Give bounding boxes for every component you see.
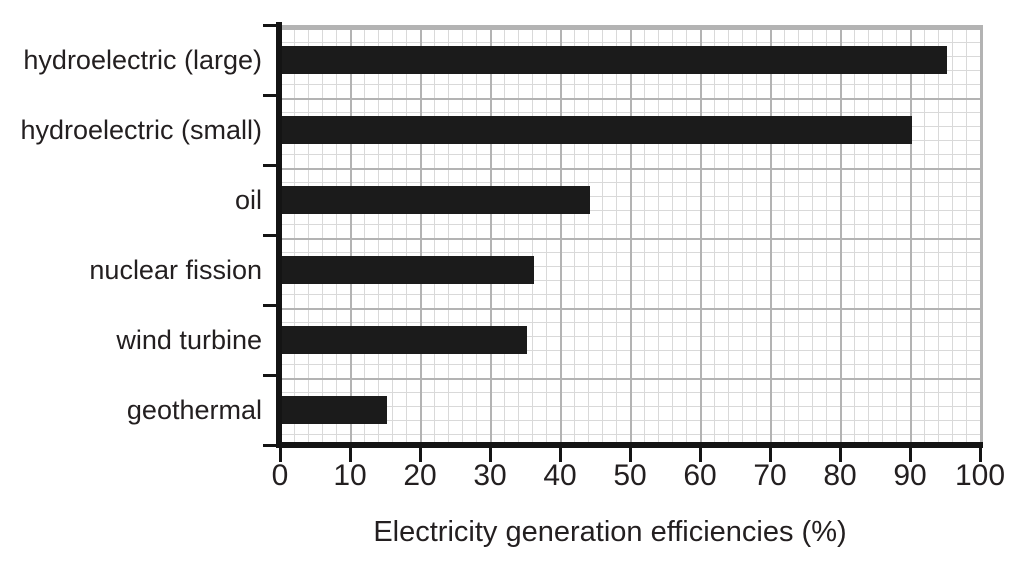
x-axis-tick [839,448,842,462]
x-tick-label: 30 [473,459,507,492]
category-label: nuclear fission [89,255,262,285]
x-axis-tick [629,448,632,462]
x-axis-tick [489,448,492,462]
category-label: hydroelectric (large) [23,45,262,75]
x-axis-title: Electricity generation efficiencies (%) [373,516,847,548]
x-axis-tick [699,448,702,462]
y-axis-tick [263,374,277,377]
x-tick-label: 90 [893,459,927,492]
x-axis-tick [279,448,282,462]
y-axis-tick [263,234,277,237]
y-axis-tick [263,94,277,97]
plot-area [280,25,983,448]
x-axis-tick [979,448,982,462]
x-axis-tick [349,448,352,462]
x-tick-label: 0 [271,459,289,492]
y-axis-tick [263,304,277,307]
x-tick-label: 50 [613,459,647,492]
category-label: wind turbine [116,325,262,355]
category-label: hydroelectric (small) [20,115,262,145]
x-axis-line [276,442,983,448]
x-tick-label: 10 [333,459,367,492]
x-axis-tick [419,448,422,462]
x-tick-label: 20 [403,459,437,492]
x-tick-label: 40 [543,459,577,492]
bar-hydroelectric-small [282,116,912,144]
x-tick-label: 100 [954,459,1006,492]
x-axis-tick [769,448,772,462]
bar-nuclear-fission [282,256,534,284]
x-tick-label: 80 [823,459,857,492]
x-axis-tick [559,448,562,462]
bar-wind-turbine [282,326,527,354]
category-label: geothermal [126,395,262,425]
y-axis-tick [263,24,277,27]
bar-hydroelectric-large [282,46,947,74]
x-tick-label: 70 [753,459,787,492]
y-axis-tick [263,444,277,447]
x-tick-label: 60 [683,459,717,492]
y-axis-tick [263,164,277,167]
bar-geothermal [282,396,387,424]
category-label: oil [234,185,262,215]
y-axis-line [276,22,282,448]
bar-oil [282,186,590,214]
x-axis-tick [909,448,912,462]
